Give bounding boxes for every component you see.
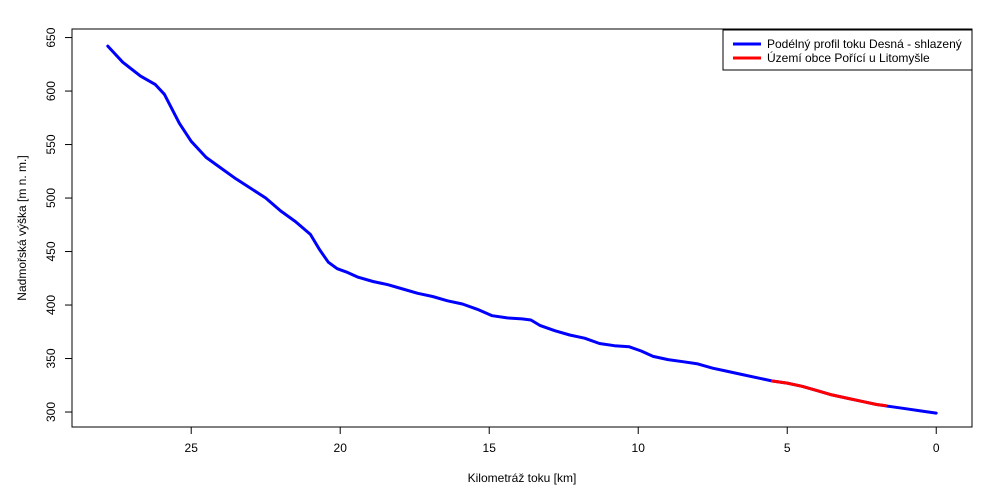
y-tick-label: 300 — [44, 402, 58, 422]
x-axis-ticks: 25 20 15 10 5 0 — [185, 427, 940, 455]
series-line-0 — [106, 44, 938, 415]
y-axis-title: Nadmořská výška [m n. m.] — [15, 155, 29, 300]
x-tick-label: 0 — [933, 441, 940, 455]
x-tick-label: 25 — [185, 441, 199, 455]
y-tick-label: 550 — [44, 134, 58, 154]
series-line-1 — [770, 379, 888, 408]
x-axis-title: Kilometráž toku [km] — [468, 471, 577, 485]
x-tick-label: 20 — [334, 441, 348, 455]
series-lines — [106, 44, 938, 415]
legend-box — [722, 29, 973, 71]
y-tick-label: 600 — [44, 81, 58, 101]
legend-label-0: Podélný profil toku Desná - shlazený — [767, 37, 962, 51]
y-tick-label: 350 — [44, 348, 58, 368]
legend: Podélný profil toku Desná - shlazený Úze… — [722, 29, 973, 71]
y-tick-label: 650 — [44, 27, 58, 47]
y-axis-ticks: 300 350 400 450 500 550 600 650 — [44, 27, 72, 422]
y-tick-label: 450 — [44, 241, 58, 261]
plot-frame — [71, 28, 973, 428]
legend-label-1: Území obce Pořící u Litomyšle — [767, 50, 930, 65]
x-tick-label: 5 — [784, 441, 791, 455]
x-tick-label: 10 — [632, 441, 646, 455]
x-tick-label: 15 — [483, 441, 497, 455]
y-tick-label: 400 — [44, 295, 58, 315]
y-tick-label: 500 — [44, 188, 58, 208]
